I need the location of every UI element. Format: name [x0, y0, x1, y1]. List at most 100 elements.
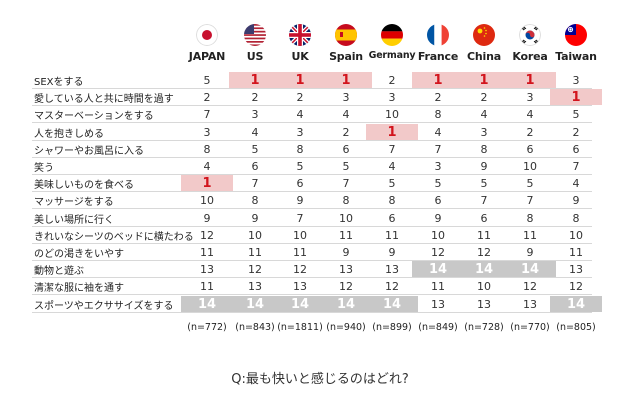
- column-header: JAPAN: [188, 50, 226, 63]
- rank-cell: 6: [526, 142, 534, 156]
- row-label: 清潔な服に袖を通す: [34, 283, 124, 295]
- rank-cell: 7: [526, 194, 534, 208]
- rank-cell: 14: [458, 261, 510, 278]
- row-label: 美しい場所に行く: [34, 214, 114, 226]
- rank-cell: 9: [526, 246, 534, 259]
- row-label: シャワーやお風呂に入る: [34, 145, 144, 157]
- row-divider: [32, 294, 592, 296]
- rank-cell: 2: [526, 125, 534, 139]
- rank-cell: 7: [388, 142, 396, 156]
- sample-size-label: (n=849): [418, 322, 458, 333]
- rank-cell: 7: [434, 142, 442, 156]
- rank-cell: 3: [251, 108, 259, 122]
- rank-cell: 5: [251, 142, 259, 156]
- sample-size-label: (n=770): [510, 322, 550, 333]
- rank-cell: 7: [251, 177, 259, 191]
- rank-cell: 14: [274, 295, 326, 312]
- us-flag-icon: [244, 24, 266, 46]
- rank-cell: 12: [248, 263, 262, 277]
- rank-cell: 4: [203, 160, 211, 173]
- table-row: 笑う 4 6 5 5 4 3 9 10 7: [32, 158, 592, 175]
- rank-cell: 4: [526, 108, 534, 122]
- row-divider: [32, 139, 592, 141]
- rank-cell: 10: [569, 228, 583, 242]
- row-label: SEXをする: [34, 77, 84, 88]
- rank-cell: 14: [181, 295, 233, 312]
- row-divider: [32, 191, 592, 193]
- row-divider: [32, 122, 592, 124]
- row-label: マスターベーションをする: [34, 111, 154, 123]
- rank-cell: 10: [200, 194, 214, 208]
- rank-cell: 8: [526, 211, 534, 225]
- row-divider: [32, 311, 592, 313]
- row-label: きれいなシーツのベッドに横たわる: [34, 231, 194, 243]
- rank-cell: 10: [385, 108, 399, 122]
- rank-cell: 4: [251, 125, 259, 139]
- rank-cell: 2: [480, 91, 488, 105]
- rank-cell: 4: [342, 108, 350, 122]
- table-row: シャワーやお風呂に入る 8 5 8 6 7 7 8 6 6: [32, 141, 592, 158]
- rank-cell: 12: [569, 280, 583, 294]
- rank-cell: 9: [251, 211, 259, 225]
- taiwan-flag-icon: [565, 24, 587, 46]
- column-header: China: [467, 50, 501, 63]
- rank-cell: 7: [342, 177, 350, 191]
- rank-cell: 13: [569, 263, 583, 277]
- rank-cell: 13: [523, 297, 537, 311]
- rank-cell: 11: [431, 280, 445, 294]
- table-row: スポーツやエクササイズをする 14 14 14 14 14 13 13 13 14: [32, 295, 602, 313]
- rank-cell: 5: [572, 108, 580, 122]
- rank-cell: 6: [572, 142, 580, 156]
- sample-size-label: (n=805): [556, 322, 596, 333]
- rank-cell: 9: [296, 194, 304, 208]
- rank-cell: 4: [572, 177, 580, 191]
- rank-cell: 8: [480, 142, 488, 156]
- rank-cell: 5: [203, 74, 211, 87]
- rank-cell: 3: [388, 91, 396, 105]
- rank-cell: 12: [339, 280, 353, 294]
- row-divider: [32, 105, 592, 107]
- row-divider: [32, 174, 592, 175]
- rank-cell: 3: [572, 74, 580, 87]
- rank-cell: 7: [480, 194, 488, 208]
- rank-cell: 12: [385, 280, 399, 294]
- rank-cell: 11: [569, 246, 583, 259]
- rank-cell: 1: [366, 123, 418, 140]
- sample-size-label: (n=940): [326, 322, 366, 333]
- rank-cell: 5: [434, 177, 442, 191]
- rank-cell: 14: [550, 295, 602, 312]
- rank-cell: 12: [293, 263, 307, 277]
- uk-flag-icon: [289, 24, 311, 46]
- table-row: SEXをする 5 1 1 1 2 1 1 1 3: [32, 72, 592, 89]
- rank-cell: 5: [296, 160, 304, 173]
- rank-cell: 11: [385, 228, 399, 242]
- table-row: きれいなシーツのベッドに横たわる 12 10 10 11 11 10 11 11 10: [32, 227, 592, 244]
- rank-cell: 13: [385, 263, 399, 277]
- table-row: 清潔な服に袖を通す 11 13 13 12 12 11 10 12 12: [32, 278, 592, 296]
- rank-cell: 11: [200, 246, 214, 259]
- rank-cell: 7: [203, 108, 211, 122]
- rank-cell: 13: [293, 280, 307, 294]
- rank-cell: 6: [388, 211, 396, 225]
- germany-flag-icon: [381, 24, 403, 46]
- table-row: 美味しいものを食べる 1 7 6 7 5 5 5 5 4: [32, 175, 592, 193]
- rank-cell: 14: [504, 261, 556, 278]
- question-caption: Q:最も快いと感じるのはどれ?: [231, 372, 409, 387]
- table-row: マスターベーションをする 7 3 4 4 10 8 4 4 5: [32, 106, 592, 124]
- rank-cell: 8: [251, 194, 259, 208]
- sample-size-label: (n=843): [235, 322, 275, 333]
- rank-cell: 1: [458, 72, 510, 88]
- rank-cell: 14: [366, 295, 418, 312]
- rank-cell: 13: [200, 263, 214, 277]
- table-row: マッサージをする 10 8 9 8 8 6 7 7 9: [32, 192, 592, 210]
- sample-size-label: (n=772): [187, 322, 227, 333]
- rank-cell: 4: [480, 108, 488, 122]
- rank-cell: 11: [248, 246, 262, 259]
- row-divider: [32, 277, 592, 279]
- rank-cell: 5: [342, 160, 350, 173]
- rank-cell: 10: [523, 160, 537, 173]
- sample-size-label: (n=1811): [277, 322, 323, 333]
- rank-cell: 7: [296, 211, 304, 225]
- rank-cell: 12: [431, 246, 445, 259]
